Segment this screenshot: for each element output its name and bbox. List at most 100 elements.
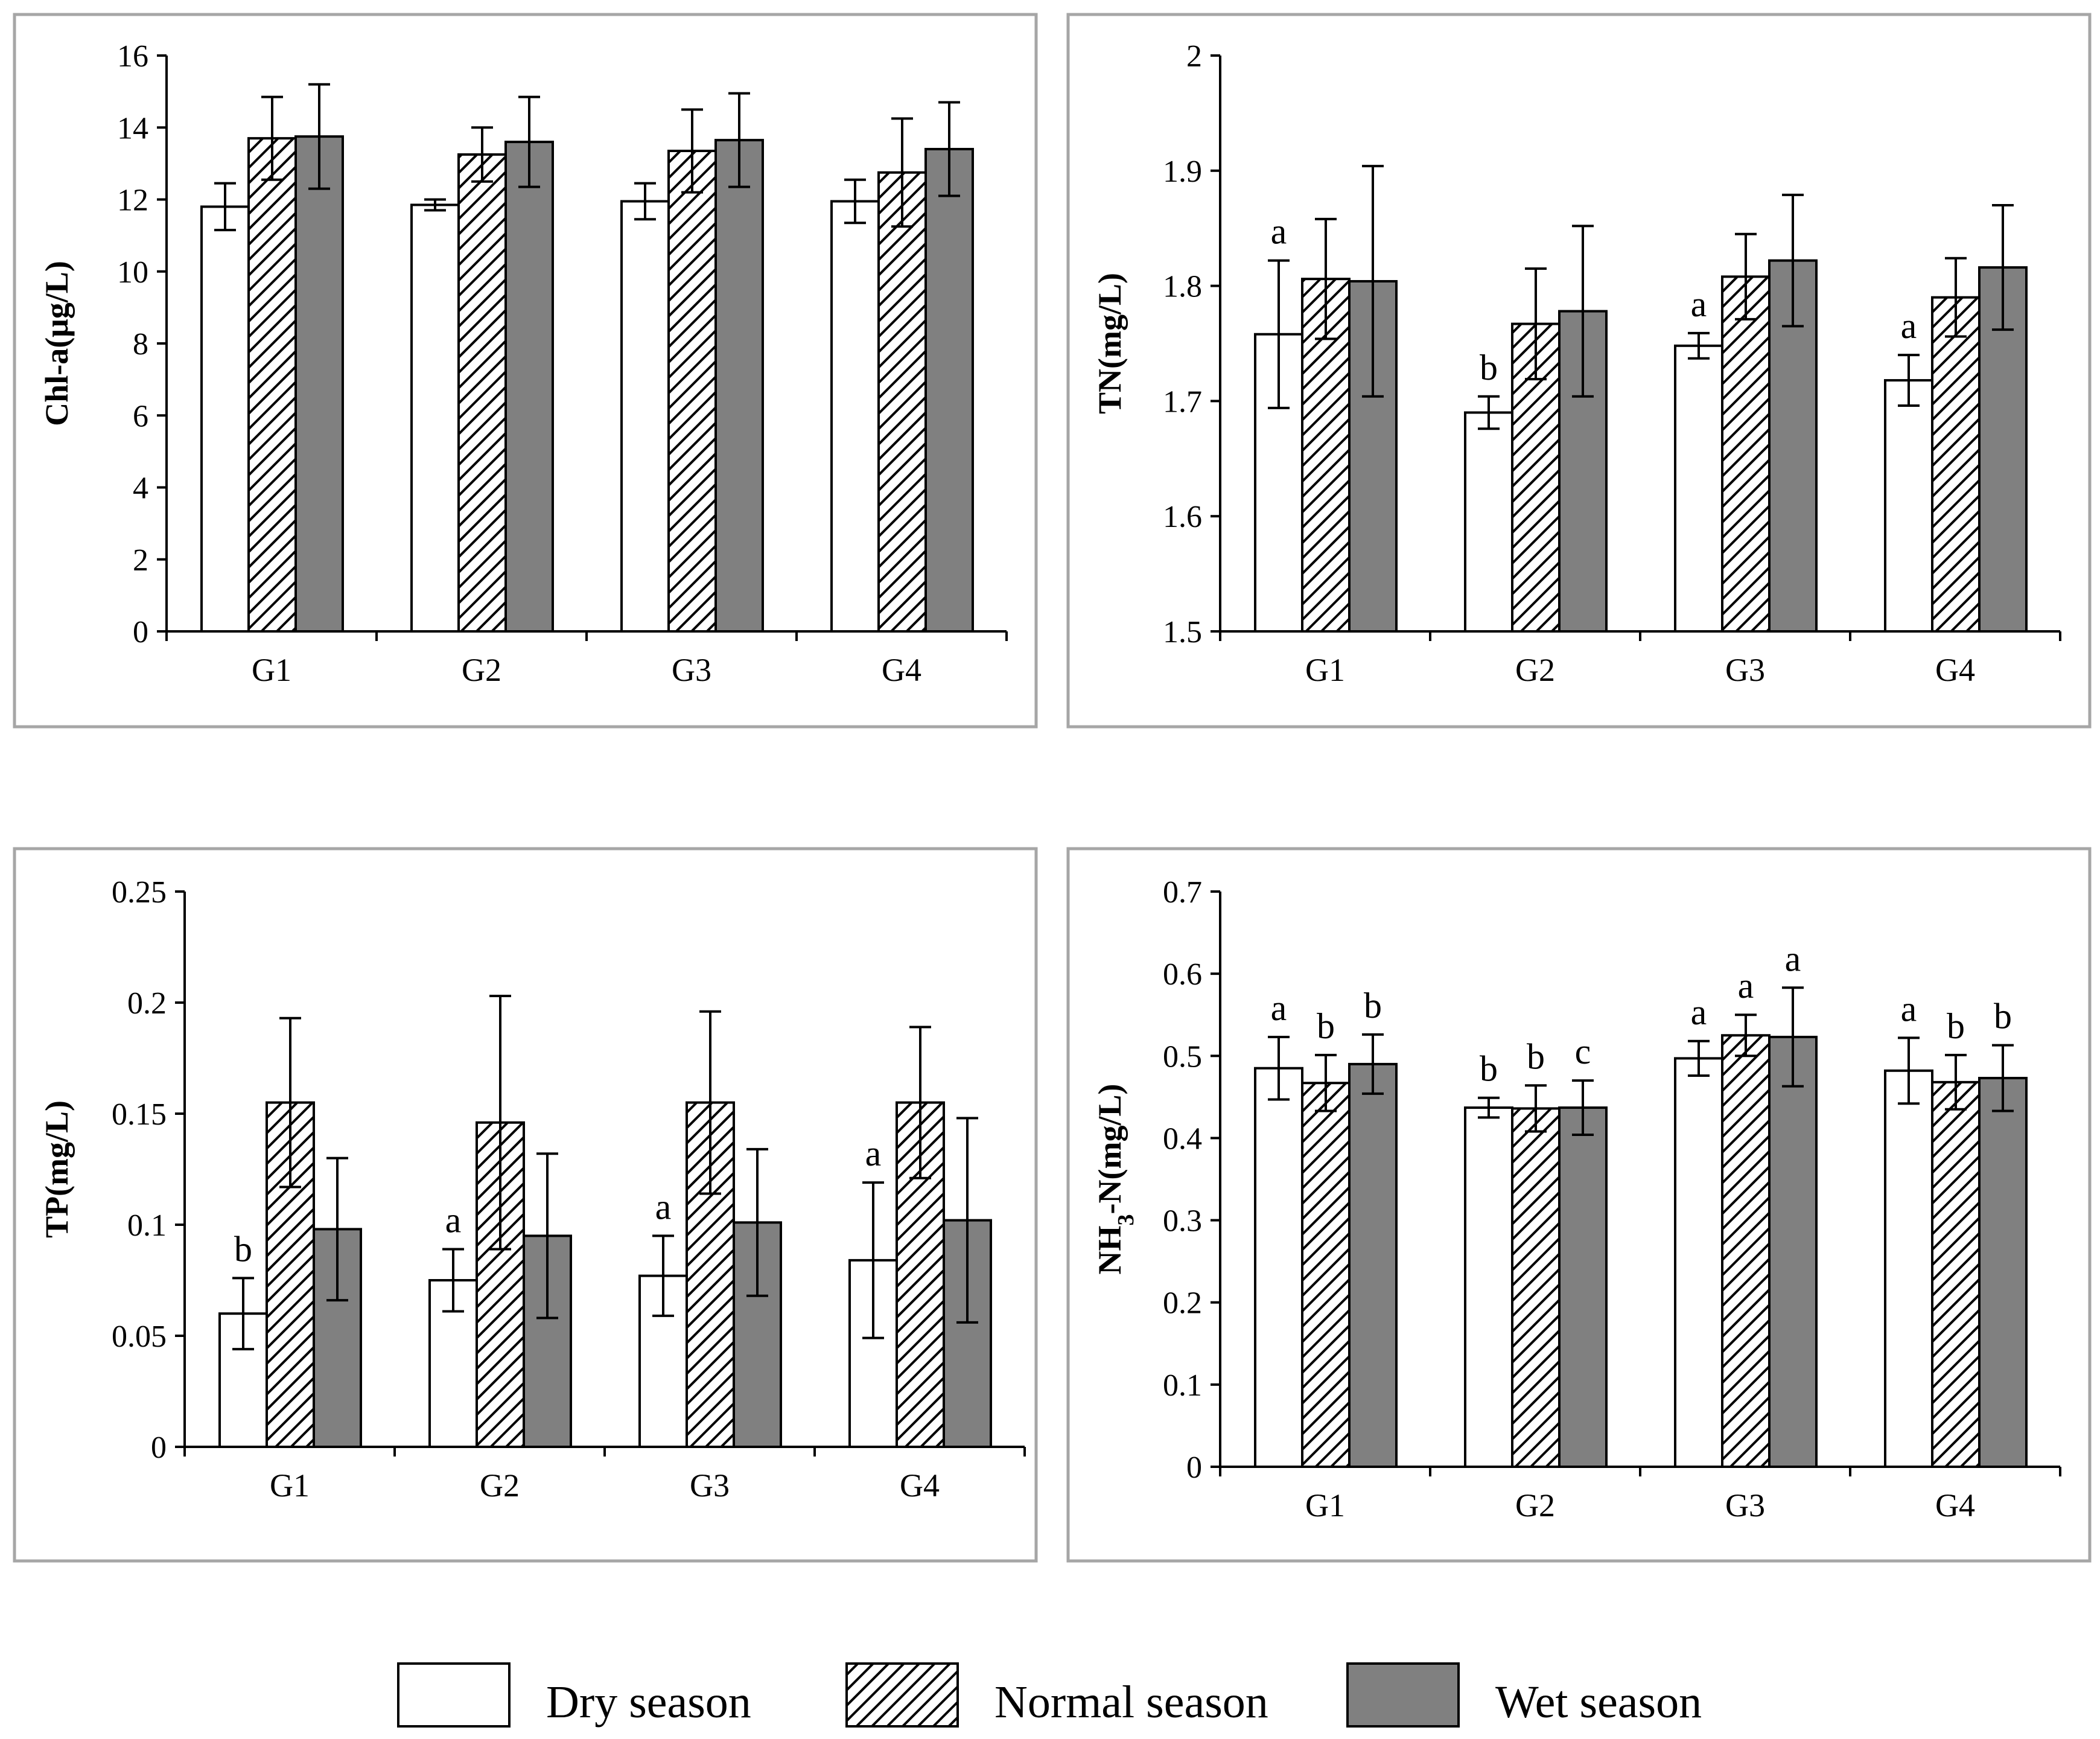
panel-frame-tp xyxy=(13,847,1038,1563)
error-bar-tp xyxy=(489,994,511,1251)
error-bar-tn xyxy=(1572,225,1594,398)
error-bar-nh3n xyxy=(1992,1044,2014,1112)
error-bar-tn xyxy=(1735,232,1757,321)
y-tick-label-chla: 16 xyxy=(117,39,148,74)
y-tick-label-nh3n: 0.6 xyxy=(1163,957,1202,992)
legend-swatch-dry xyxy=(397,1662,511,1728)
chart-tp: 0 0.05 0.1 0.15 0.2 0.25 G1 b G2 a G3 a G4 a TP(mg/L) xyxy=(39,875,1026,1504)
error-bar-tp xyxy=(326,1157,348,1302)
error-bar-tn xyxy=(1688,331,1710,360)
error-bar-nh3n xyxy=(1478,1096,1500,1119)
chart-tn: 1.5 1.6 1.7 1.8 1.9 2 G1 a G2 b G3 a G4 a TN(mg/L) xyxy=(1092,39,2061,688)
error-bar-tp xyxy=(442,1248,464,1313)
y-tick-label-tp: 0.25 xyxy=(112,875,167,910)
error-bar-tp xyxy=(652,1234,674,1317)
bar-chla-g2-dry xyxy=(410,203,460,633)
bar-tn-g4-dry xyxy=(1884,379,1933,633)
error-bar-tp xyxy=(279,1016,301,1189)
y-tick-label-tp: 0.2 xyxy=(127,986,167,1021)
bar-nh3n-g1-dry xyxy=(1254,1067,1303,1468)
y-tick-label-chla: 12 xyxy=(117,183,148,218)
y-tick-label-tp: 0.1 xyxy=(127,1208,167,1243)
error-bar-tn xyxy=(1525,267,1547,381)
y-tick-label-chla: 8 xyxy=(133,327,148,362)
bar-tp-g4-wet xyxy=(943,1219,992,1448)
bar-chla-g1-normal xyxy=(247,137,297,633)
chart-chla: 0 2 4 6 8 10 12 14 16 G1 G2 G3 G4 Chl-a(μg/L) xyxy=(39,39,1008,688)
bar-nh3n-g2-normal xyxy=(1511,1107,1561,1468)
bar-nh3n-g1-wet xyxy=(1348,1062,1398,1468)
y-tick-label-chla: 4 xyxy=(133,471,148,506)
error-bar-tn xyxy=(1362,165,1384,398)
legend-label-wet: Wet season xyxy=(1495,1677,1702,1728)
error-bar-tp xyxy=(956,1117,978,1324)
bar-tn-g3-normal xyxy=(1721,275,1771,633)
y-tick-label-chla: 6 xyxy=(133,399,148,433)
x-tick-label-nh3n: G3 xyxy=(1725,1487,1765,1524)
significance-label-tp: a xyxy=(655,1187,672,1227)
x-tick-label-chla: G2 xyxy=(462,652,501,688)
significance-label-nh3n: a xyxy=(1785,939,1801,978)
bar-chla-g3-wet xyxy=(714,139,764,633)
y-tick-label-tn: 1.7 xyxy=(1163,384,1202,419)
y-axis-title-tp: TP(mg/L) xyxy=(39,1100,75,1238)
y-tick-label-tp: 0.05 xyxy=(112,1319,167,1354)
significance-label-tn: b xyxy=(1480,348,1498,388)
bar-nh3n-g4-wet xyxy=(1978,1077,2028,1468)
y-tick-label-nh3n: 0.7 xyxy=(1163,875,1202,910)
bar-nh3n-g2-wet xyxy=(1558,1106,1608,1468)
error-bar-tn xyxy=(1782,193,1804,328)
x-tick-label-chla: G4 xyxy=(882,652,921,688)
error-bar-tn xyxy=(1898,354,1920,407)
error-bar-tn xyxy=(1315,217,1337,340)
x-tick-label-tp: G2 xyxy=(480,1467,520,1504)
y-tick-label-tn: 1.6 xyxy=(1163,500,1202,534)
bar-chla-g4-dry xyxy=(830,200,880,633)
error-bar-chla xyxy=(844,178,866,225)
y-tick-label-tn: 2 xyxy=(1186,39,1202,74)
error-bar-nh3n xyxy=(1688,1039,1710,1077)
significance-label-tn: a xyxy=(1691,284,1707,324)
y-tick-label-nh3n: 0.4 xyxy=(1163,1122,1202,1156)
error-bar-tp xyxy=(232,1277,254,1351)
error-bar-chla xyxy=(728,92,750,188)
legend-swatch-normal xyxy=(845,1662,959,1728)
x-tick-label-tn: G4 xyxy=(1935,652,1975,688)
error-bar-nh3n xyxy=(1898,1036,1920,1105)
significance-label-nh3n: b xyxy=(1994,997,2012,1036)
legend: Dry season Normal season Wet season xyxy=(397,1662,1702,1728)
y-tick-label-tp: 0 xyxy=(151,1431,167,1465)
bar-chla-g2-wet xyxy=(504,141,554,633)
bar-chla-g1-wet xyxy=(294,135,344,633)
error-bar-nh3n xyxy=(1735,1013,1757,1058)
x-tick-label-nh3n: G2 xyxy=(1515,1487,1555,1524)
error-bar-nh3n xyxy=(1782,986,1804,1088)
y-tick-label-tn: 1.9 xyxy=(1163,155,1202,189)
y-tick-label-chla: 2 xyxy=(133,543,148,578)
y-axis-title-chla: Chl-a(μg/L) xyxy=(39,261,75,426)
error-bar-chla xyxy=(424,198,446,212)
significance-label-nh3n: a xyxy=(1271,988,1287,1028)
x-tick-label-nh3n: G1 xyxy=(1305,1487,1345,1524)
y-tick-label-chla: 10 xyxy=(117,255,148,290)
y-tick-label-nh3n: 0.3 xyxy=(1163,1204,1202,1239)
bar-tn-g1-wet xyxy=(1348,279,1398,633)
x-tick-label-chla: G3 xyxy=(672,652,711,688)
bar-chla-g4-wet xyxy=(924,148,974,633)
significance-label-nh3n: a xyxy=(1691,992,1707,1032)
bar-nh3n-g3-wet xyxy=(1768,1035,1818,1469)
error-bar-tn xyxy=(1992,204,2014,331)
bar-nh3n-g3-dry xyxy=(1674,1057,1723,1468)
y-tick-label-tn: 1.8 xyxy=(1163,270,1202,304)
bar-chla-g3-dry xyxy=(620,200,670,633)
significance-label-tn: a xyxy=(1901,306,1917,346)
significance-label-nh3n: b xyxy=(1947,1006,1965,1046)
bar-nh3n-g4-normal xyxy=(1931,1080,1981,1468)
error-bar-chla xyxy=(214,182,236,232)
x-tick-label-tn: G3 xyxy=(1725,652,1765,688)
significance-label-nh3n: a xyxy=(1738,966,1754,1006)
significance-label-tp: a xyxy=(445,1200,462,1240)
y-axis-title-nh3n: NH3-N(mg/L) xyxy=(1092,1084,1139,1275)
error-bar-chla xyxy=(681,108,703,194)
